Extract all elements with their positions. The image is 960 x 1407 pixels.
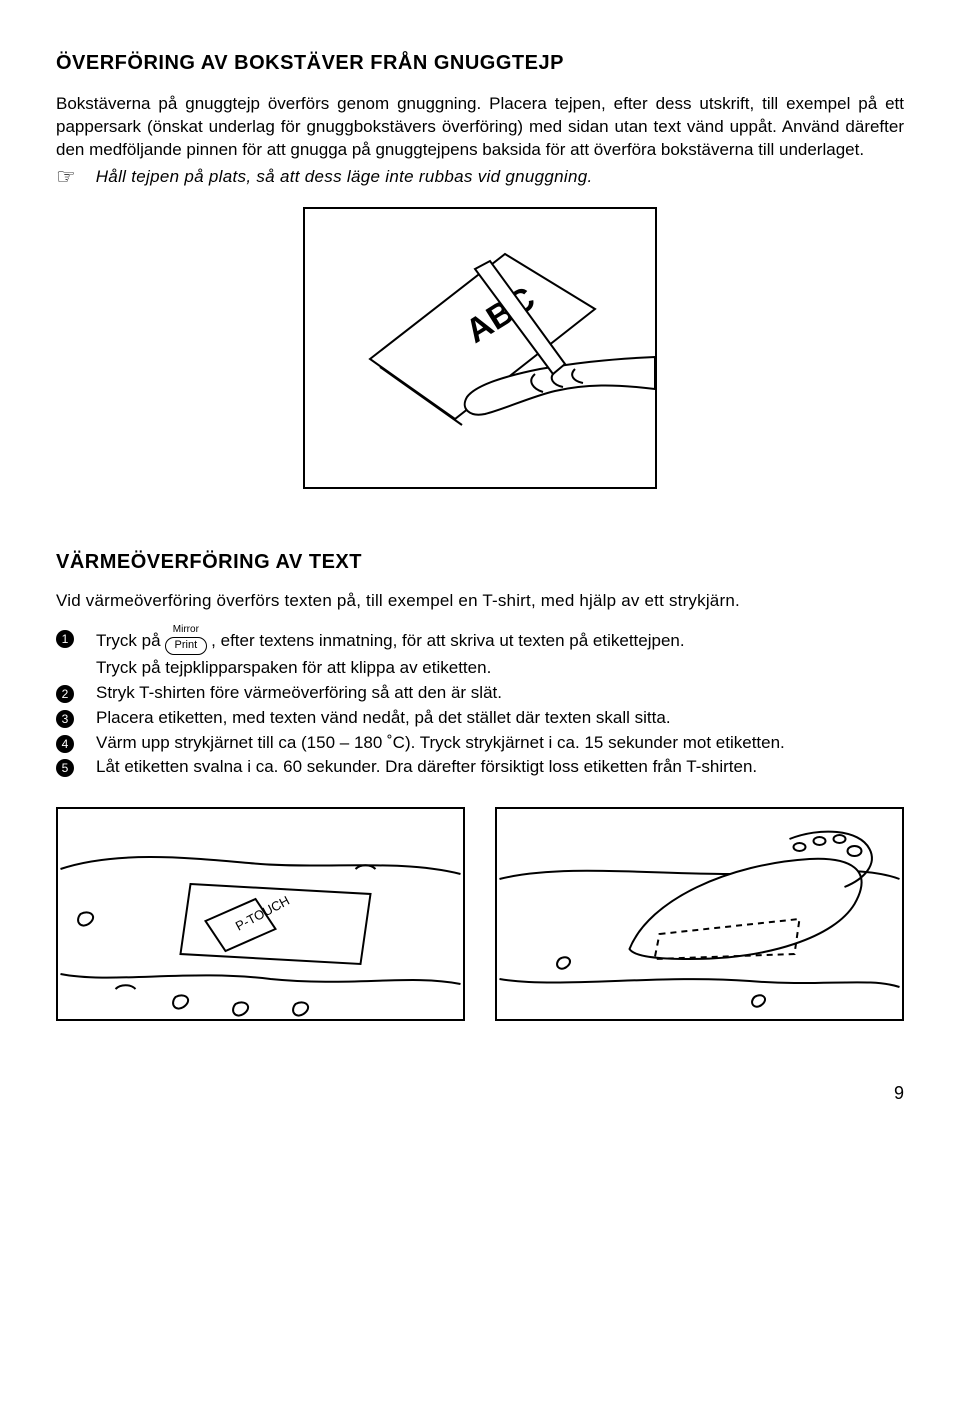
section2-title: VÄRMEÖVERFÖRING AV TEXT [56,549,904,576]
figure3-box [495,807,904,1021]
step-number-5: 5 [56,759,74,777]
section2-intro: Vid värmeöverföring överförs texten på, … [56,590,904,613]
step3-text: Placera etiketten, med texten vänd nedåt… [96,707,904,730]
step1-text-c: Tryck på tejpklipparspaken för att klipp… [96,657,904,680]
step-2: 2 Stryk T-shirten före värmeöverföring s… [56,682,904,705]
step4-text: Värm upp strykjärnet till ca (150 – 180 … [96,732,904,755]
step-number-1: 1 [56,630,74,648]
section1-title: ÖVERFÖRING AV BOKSTÄVER FRÅN GNUGGTEJP [56,50,904,77]
page-number: 9 [56,1081,904,1105]
step1-text-a: Tryck på [96,630,161,653]
step-number-2: 2 [56,685,74,703]
print-button-icon: Print [165,637,208,655]
step5-text: Låt etiketten svalna i ca. 60 sekunder. … [96,756,904,779]
note-text: Håll tejpen på plats, så att dess läge i… [96,166,593,189]
hand-pointing-icon: ☞ [56,166,76,188]
step-5: 5 Låt etiketten svalna i ca. 60 sekunder… [56,756,904,779]
step-4: 4 Värm upp strykjärnet till ca (150 – 18… [56,732,904,755]
mirror-print-button: Mirror Print [165,625,208,655]
mirror-label: Mirror [173,625,199,635]
note-row: ☞ Håll tejpen på plats, så att dess läge… [56,166,904,189]
step-1: 1 Tryck på Mirror Print , efter textens … [56,627,904,680]
figure2-box: P-TOUCH [56,807,465,1021]
step-number-3: 3 [56,710,74,728]
step-3: 3 Placera etiketten, med texten vänd ned… [56,707,904,730]
figure3-svg [497,809,902,1019]
step2-text: Stryk T-shirten före värmeöverföring så … [96,682,904,705]
figure2-svg: P-TOUCH [58,809,463,1019]
step-number-4: 4 [56,735,74,753]
figure1-wrap: ABC [56,207,904,489]
figure1-box: ABC [303,207,657,489]
bottom-figures: P-TOUCH [56,807,904,1021]
steps-list: 1 Tryck på Mirror Print , efter textens … [56,627,904,780]
section1-paragraph: Bokstäverna på gnuggtejp överförs genom … [56,93,904,162]
step1-text-b: , efter textens inmatning, för att skriv… [211,630,684,653]
figure1-svg: ABC [305,209,655,487]
figure2-label-text: P-TOUCH [233,893,292,934]
